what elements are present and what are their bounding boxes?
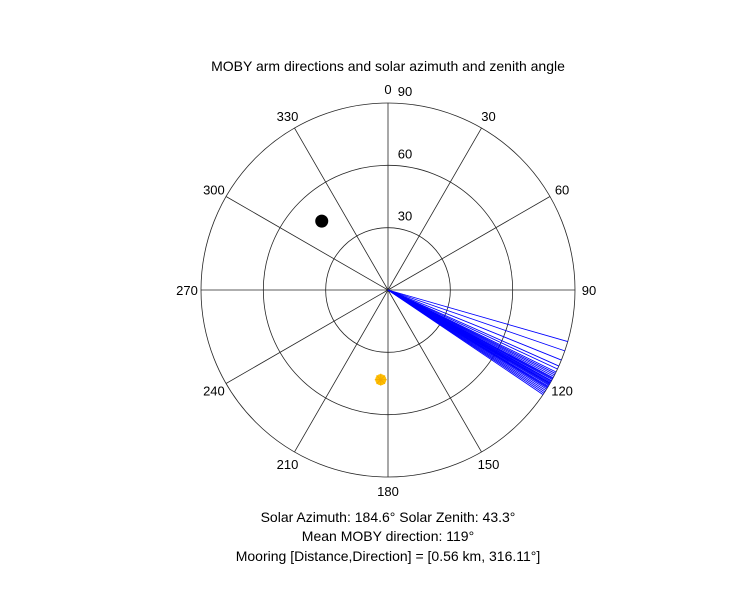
spoke-210 — [294, 289, 389, 453]
mean-direction-caption: Mean MOBY direction: 119° — [302, 528, 474, 544]
ring-60 — [262, 164, 514, 416]
arm-line-26 — [387, 289, 544, 395]
r-tick-90: 90 — [398, 84, 412, 99]
sun-marker — [374, 373, 387, 386]
theta-tick-150: 150 — [478, 457, 500, 472]
theta-tick-330: 330 — [277, 109, 299, 124]
theta-tick-180: 180 — [377, 484, 399, 499]
theta-tick-300: 300 — [203, 183, 225, 198]
spoke-300 — [225, 196, 389, 291]
spoke-30 — [387, 127, 482, 291]
theta-tick-210: 210 — [277, 457, 299, 472]
theta-tick-120: 120 — [551, 384, 573, 399]
ring-30 — [325, 227, 451, 353]
spoke-240 — [225, 289, 389, 384]
theta-tick-0: 0 — [384, 82, 391, 97]
theta-tick-270: 270 — [176, 283, 198, 298]
spoke-150 — [387, 289, 482, 453]
chart-title: MOBY arm directions and solar azimuth an… — [211, 58, 565, 74]
solar-caption: Solar Azimuth: 184.6° Solar Zenith: 43.3… — [261, 509, 516, 525]
arm-line-3 — [387, 289, 560, 367]
arm-line-1 — [387, 289, 565, 352]
theta-tick-90: 90 — [582, 283, 596, 298]
ring-90 — [200, 102, 576, 478]
mooring-marker — [315, 214, 329, 228]
r-tick-60: 60 — [398, 146, 412, 161]
tick-labels: 0 30 60 90 120 150 180 210 240 270 300 330 30 60 90 — [176, 82, 596, 499]
arm-line-0 — [387, 289, 568, 342]
spoke-60 — [387, 196, 551, 291]
arm-line-2 — [387, 289, 562, 361]
theta-tick-30: 30 — [481, 109, 495, 124]
theta-tick-60: 60 — [555, 183, 569, 198]
moby-arm-directions — [387, 289, 568, 395]
spoke-330 — [294, 127, 389, 291]
r-tick-30: 30 — [398, 209, 412, 224]
theta-tick-240: 240 — [203, 384, 225, 399]
arm-line-4 — [387, 289, 558, 370]
markers — [315, 214, 387, 386]
mooring-caption: Mooring [Distance,Direction] = [0.56 km,… — [236, 548, 541, 564]
